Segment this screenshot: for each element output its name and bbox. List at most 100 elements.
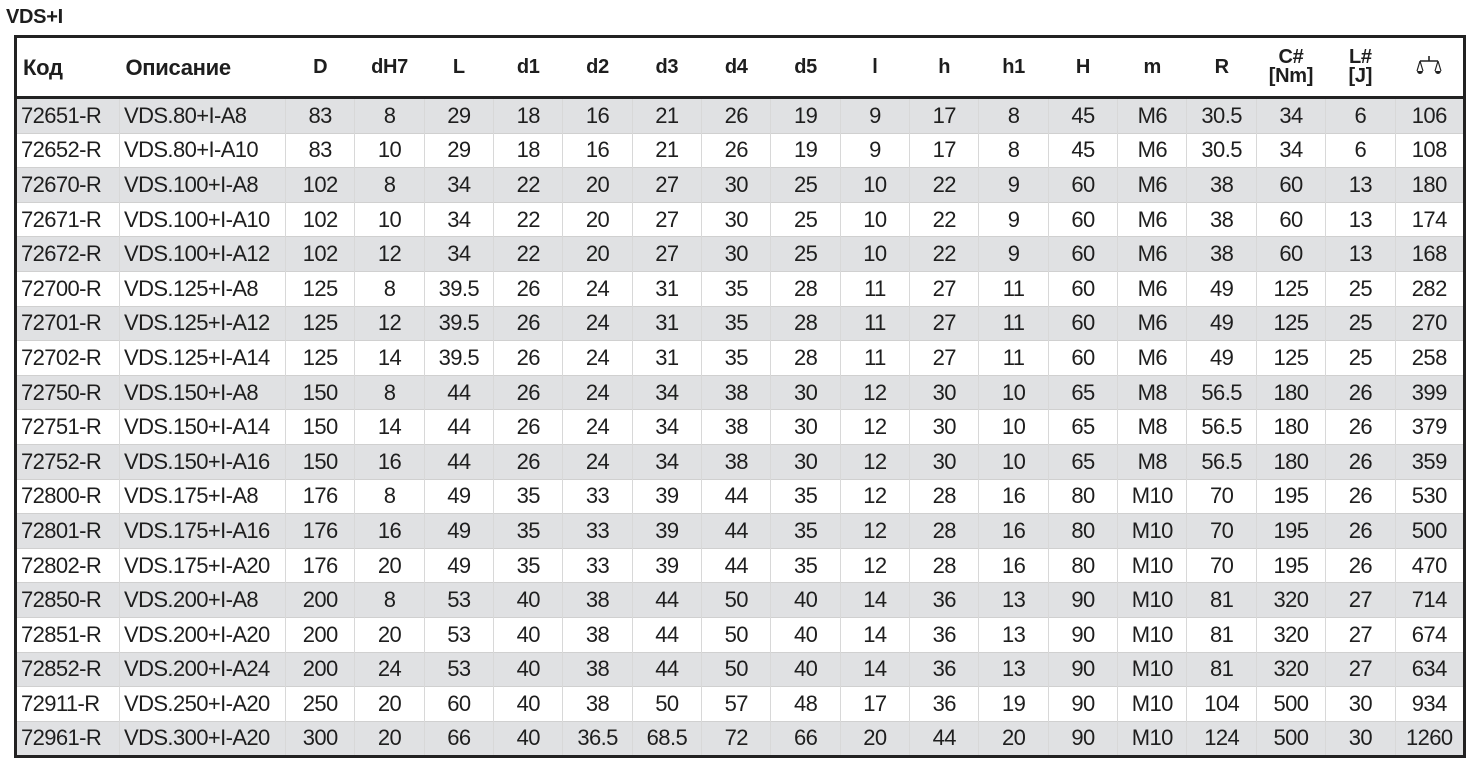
table-cell: 26 xyxy=(493,270,563,307)
table-cell: 28 xyxy=(770,340,841,376)
table-cell: 9 xyxy=(839,97,910,134)
table-cell: 39.5 xyxy=(423,305,494,341)
table-cell: 11 xyxy=(839,270,910,307)
table-cell: 44 xyxy=(423,409,494,445)
table-cell: 26 xyxy=(1325,374,1395,410)
table-cell: 13 xyxy=(1325,236,1395,272)
table-cell: M6 xyxy=(1117,201,1187,237)
table-cell: 72750-R xyxy=(15,374,120,410)
table-cell: 11 xyxy=(839,305,910,341)
table-cell: 20 xyxy=(354,686,425,722)
table-cell: 399 xyxy=(1394,374,1465,410)
table-cell: 45 xyxy=(1047,132,1118,168)
table-cell: 38 xyxy=(562,686,633,722)
table-cell: 26 xyxy=(1325,478,1395,514)
column-header: h1 xyxy=(978,36,1049,99)
table-cell: 60 xyxy=(1255,167,1326,203)
table-cell: 50 xyxy=(631,686,702,722)
table-cell: VDS.100+I-A8 xyxy=(119,167,286,203)
column-header: Код xyxy=(15,36,120,99)
table-cell: 29 xyxy=(423,97,494,134)
table-cell: 22 xyxy=(493,167,563,203)
table-cell: 80 xyxy=(1047,478,1118,514)
table-cell: 125 xyxy=(1255,305,1326,341)
table-cell: 34 xyxy=(631,443,702,480)
table-cell: 282 xyxy=(1394,270,1465,307)
table-cell: 9 xyxy=(978,167,1049,203)
table-cell: 500 xyxy=(1394,513,1465,549)
table-cell: 674 xyxy=(1394,616,1465,652)
table-cell: 35 xyxy=(493,513,563,549)
table-cell: 8 xyxy=(354,478,425,514)
table-cell: 102 xyxy=(284,236,355,272)
table-cell: 26 xyxy=(1325,443,1395,480)
table-cell: 40 xyxy=(493,720,563,757)
table-cell: 124 xyxy=(1186,720,1257,757)
column-header: l xyxy=(840,36,910,99)
table-cell: 27 xyxy=(1325,651,1395,687)
table-cell: 10 xyxy=(839,201,910,237)
table-cell: 150 xyxy=(284,443,355,480)
table-cell: 35 xyxy=(493,547,563,583)
table-row: 72750-R VDS.150+I-A8 150 8 44 26 24 34 38 30 12 30 1… xyxy=(15,374,1465,410)
table-cell: 359 xyxy=(1394,443,1465,480)
table-cell: 28 xyxy=(909,478,979,514)
table-cell: 200 xyxy=(284,582,355,618)
table-cell: 36 xyxy=(909,686,979,722)
table-cell: 44 xyxy=(909,720,979,757)
table-cell: M10 xyxy=(1117,582,1187,618)
table-cell: 14 xyxy=(354,340,425,376)
table-cell: 26 xyxy=(1325,513,1395,549)
table-cell: 44 xyxy=(701,547,771,583)
table-cell: 45 xyxy=(1047,97,1118,134)
table-cell: 30 xyxy=(770,443,841,480)
table-cell: M10 xyxy=(1117,651,1187,687)
table-cell: 72672-R xyxy=(15,236,120,272)
table-cell: 24 xyxy=(562,305,633,341)
table-cell: 174 xyxy=(1394,201,1465,237)
table-cell: M6 xyxy=(1117,167,1187,203)
table-cell: 72911-R xyxy=(15,686,120,722)
table-cell: 72702-R xyxy=(15,340,120,376)
table-cell: 10 xyxy=(978,443,1049,480)
table-row: 72801-R VDS.175+I-A16 176 16 49 35 33 39 44 35 12 2… xyxy=(15,513,1465,549)
column-header-weight xyxy=(1395,36,1465,99)
table-cell: 90 xyxy=(1047,686,1118,722)
table-cell: 176 xyxy=(284,478,355,514)
table-cell: 30 xyxy=(909,409,979,445)
table-cell: 83 xyxy=(284,132,355,168)
table-cell: 16 xyxy=(562,132,633,168)
table-row: 72850-R VDS.200+I-A8 200 8 53 40 38 44 50 40 14 36 1… xyxy=(15,582,1465,618)
table-cell: 24 xyxy=(354,651,425,687)
table-cell: 38 xyxy=(562,582,633,618)
table-cell: 81 xyxy=(1186,651,1257,687)
table-cell: 50 xyxy=(701,616,771,652)
table-cell: 38 xyxy=(562,616,633,652)
table-cell: 38 xyxy=(701,374,771,410)
table-cell: 72671-R xyxy=(15,201,120,237)
table-cell: 60 xyxy=(1047,236,1118,272)
table-cell: 48 xyxy=(770,686,841,722)
table-cell: 125 xyxy=(284,305,355,341)
table-cell: 60 xyxy=(1047,167,1118,203)
table-cell: 19 xyxy=(770,132,841,168)
table-cell: 12 xyxy=(839,409,910,445)
table-cell: 60 xyxy=(423,686,494,722)
table-cell: 16 xyxy=(978,478,1049,514)
table-cell: 22 xyxy=(909,236,979,272)
table-cell: 26 xyxy=(1325,547,1395,583)
table-cell: 21 xyxy=(631,132,702,168)
table-cell: 28 xyxy=(770,305,841,341)
table-row: 72802-R VDS.175+I-A20 176 20 49 35 33 39 44 35 12 2… xyxy=(15,547,1465,583)
table-cell: 49 xyxy=(1186,270,1257,307)
table-cell: 60 xyxy=(1255,236,1326,272)
table-cell: 19 xyxy=(770,97,841,134)
table-cell: 22 xyxy=(493,201,563,237)
scale-icon xyxy=(1416,55,1442,77)
table-cell: 8 xyxy=(354,582,425,618)
table-cell: 44 xyxy=(423,374,494,410)
table-cell: 195 xyxy=(1255,513,1326,549)
table-cell: 13 xyxy=(978,651,1049,687)
table-cell: 714 xyxy=(1394,582,1465,618)
table-cell: 21 xyxy=(631,97,702,134)
